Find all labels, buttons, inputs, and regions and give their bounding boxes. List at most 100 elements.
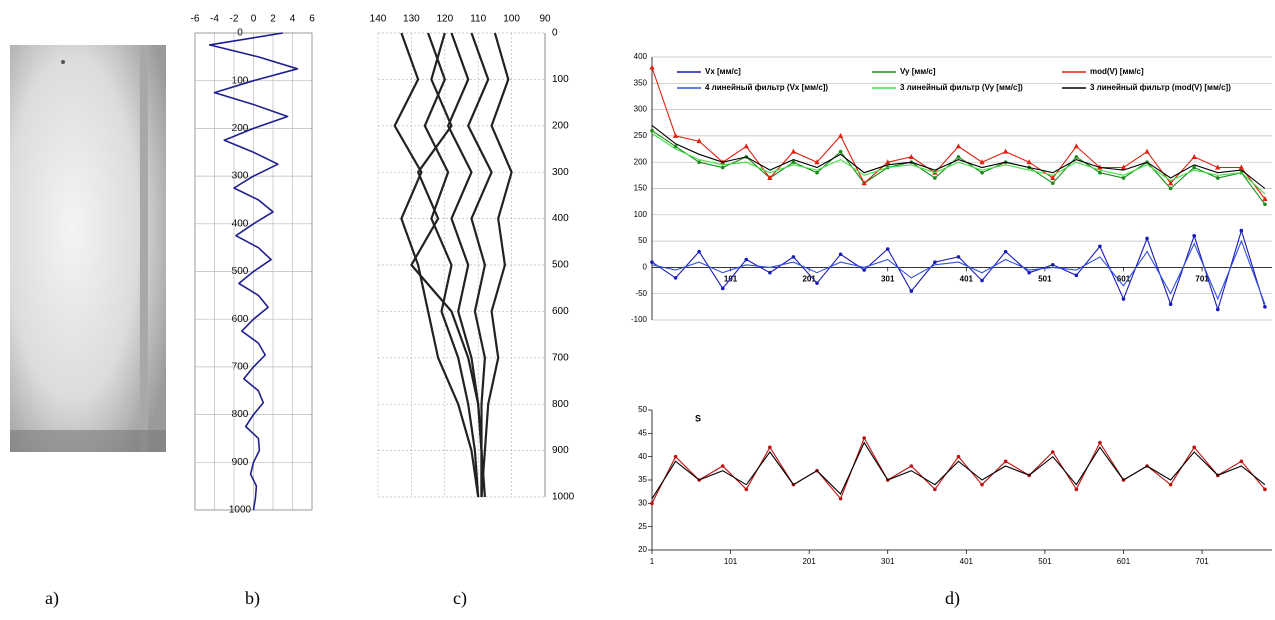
marker [791, 255, 796, 259]
x-tick-label: 120 [436, 14, 453, 25]
marker [1121, 297, 1126, 301]
y-tick-label: 300 [552, 167, 569, 178]
y-tick-label: 800 [232, 409, 249, 420]
x-tick-label: 4 [290, 14, 296, 25]
x-tick-label: -6 [191, 14, 200, 25]
marker [1215, 176, 1220, 180]
y-tick-label: 700 [232, 362, 249, 373]
legend-label: 3 линейный фильтр (mod(V) [мм/с]) [1090, 83, 1231, 92]
marker [1003, 249, 1008, 254]
marker [1121, 176, 1126, 180]
legend-label: Vx [мм/с] [705, 67, 741, 76]
marker [791, 160, 796, 164]
x-tick-label: 0 [251, 14, 257, 25]
x-tick-label: 701 [1195, 275, 1209, 284]
marker [650, 260, 654, 264]
marker [768, 445, 772, 450]
marker [1026, 159, 1032, 165]
panel-label: a) [45, 588, 59, 609]
y-tick-label: 500 [552, 260, 569, 271]
marker [908, 153, 914, 159]
marker [1073, 143, 1079, 149]
marker [1168, 180, 1174, 186]
marker [909, 464, 914, 468]
marker [979, 159, 985, 165]
marker [815, 281, 819, 285]
marker [720, 464, 725, 468]
trajectory-line [480, 32, 513, 498]
marker [1144, 148, 1150, 154]
marker [1050, 450, 1055, 454]
y-tick-label: 250 [634, 131, 648, 140]
marker [815, 170, 819, 175]
x-tick-label: 2 [270, 14, 276, 25]
marker [1239, 459, 1244, 464]
marker [885, 159, 891, 165]
y-tick-label: 20 [638, 545, 647, 554]
y-tick-label: 0 [643, 263, 648, 272]
y-tick-label: 900 [552, 445, 569, 456]
x-tick-label: 401 [960, 275, 974, 284]
legend-label: mod(V) [мм/с] [1090, 67, 1144, 76]
marker [933, 487, 937, 492]
marker [838, 496, 843, 501]
marker [697, 249, 701, 254]
trajectory-line [393, 32, 480, 498]
marker [744, 257, 749, 262]
y-tick-label: 600 [232, 314, 249, 325]
series-line [651, 228, 1266, 312]
marker [650, 128, 654, 133]
marker [1262, 196, 1268, 202]
y-tick-label: 300 [232, 171, 249, 182]
marker [673, 454, 678, 459]
x-tick-label: 6 [309, 14, 315, 25]
marker [956, 255, 961, 259]
y-tick-label: 800 [552, 399, 569, 410]
y-tick-label: 25 [638, 522, 647, 531]
x-tick-label: 130 [403, 14, 420, 25]
x-tick-label: 601 [1117, 557, 1131, 566]
marker [838, 252, 843, 257]
marker [862, 268, 866, 272]
y-tick-label: 35 [638, 475, 647, 484]
trajectory-line [423, 32, 480, 498]
photo [10, 45, 166, 452]
marker [1238, 164, 1244, 170]
marker [1120, 164, 1127, 170]
x-tick-label: 701 [1195, 557, 1209, 566]
marker [1168, 302, 1173, 307]
x-tick-label: 601 [1117, 275, 1131, 284]
marker [814, 159, 820, 165]
series-line [651, 239, 1266, 305]
x-tick-label: 501 [1038, 275, 1052, 284]
marker [1192, 445, 1197, 450]
marker [1074, 273, 1079, 278]
x-tick-label: 101 [724, 557, 738, 566]
x-tick-label: -2 [230, 14, 239, 25]
y-tick-label: 50 [638, 236, 647, 245]
marker [1192, 165, 1197, 170]
y-tick-label: -50 [635, 289, 647, 298]
marker [1191, 153, 1197, 159]
marker [1074, 487, 1079, 492]
marker [933, 260, 937, 264]
y-tick-label: 400 [634, 52, 648, 61]
marker [1263, 202, 1267, 207]
y-tick-label: 200 [552, 120, 569, 131]
y-tick-label: 150 [634, 184, 648, 193]
y-tick-label: 100 [552, 74, 569, 85]
marker [1003, 459, 1008, 464]
y-tick-label: 500 [232, 266, 249, 277]
marker [1215, 164, 1221, 170]
marker [720, 165, 725, 170]
marker [933, 176, 937, 180]
trajectory-line [208, 32, 299, 511]
trajectory-line [410, 32, 486, 498]
marker [649, 64, 655, 70]
x-tick-label: 90 [539, 14, 551, 25]
legend-label: Vy [мм/с] [900, 67, 936, 76]
marker [956, 155, 961, 159]
y-tick-label: -100 [631, 315, 648, 324]
y-tick-label: 350 [634, 78, 648, 87]
marker [980, 278, 984, 283]
